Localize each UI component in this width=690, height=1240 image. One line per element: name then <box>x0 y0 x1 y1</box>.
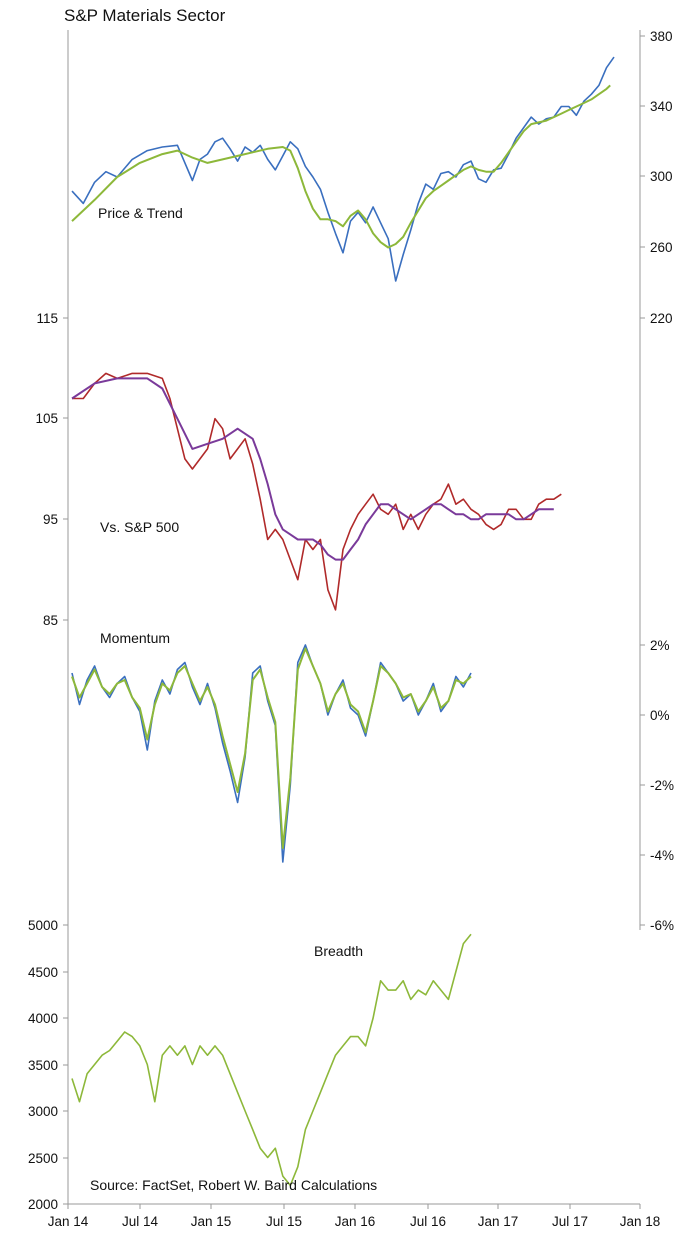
x-tick-label: Jul 15 <box>266 1214 302 1229</box>
series-line-price-1 <box>71 84 611 249</box>
series-line-relative-0 <box>72 372 562 611</box>
series-line-momentum-1 <box>71 647 472 849</box>
series-line-price-0 <box>71 56 615 282</box>
x-tick-label: Jan 18 <box>620 1214 661 1229</box>
x-tick-label: Jul 16 <box>410 1214 446 1229</box>
series-line-breadth-0 <box>71 933 472 1187</box>
y-tick-label: 85 <box>43 613 58 628</box>
y-tick-label: -2% <box>650 778 674 793</box>
y-tick-label: 95 <box>43 512 58 527</box>
y-tick-label: 4000 <box>28 1011 58 1026</box>
x-tick-label: Jan 14 <box>48 1214 89 1229</box>
y-tick-label: 220 <box>650 311 673 326</box>
source-note: Source: FactSet, Robert W. Baird Calcula… <box>90 1177 377 1193</box>
panel-label: Momentum <box>100 630 170 646</box>
y-tick-label: 115 <box>36 311 58 326</box>
y-tick-label: 260 <box>650 240 673 255</box>
y-tick-label: -4% <box>650 848 674 863</box>
x-tick-label: Jan 16 <box>335 1214 376 1229</box>
y-tick-label: 340 <box>650 99 673 114</box>
x-tick-label: Jul 17 <box>552 1214 588 1229</box>
x-tick-label: Jul 14 <box>122 1214 159 1229</box>
panel-label: Vs. S&P 500 <box>100 519 179 535</box>
y-tick-label: -6% <box>650 918 674 933</box>
x-tick-label: Jan 17 <box>478 1214 519 1229</box>
y-tick-label: 0% <box>650 708 670 723</box>
y-tick-label: 3000 <box>28 1104 58 1119</box>
y-tick-label: 300 <box>650 169 673 184</box>
y-tick-label: 2% <box>650 638 670 653</box>
series-line-momentum-0 <box>71 644 472 863</box>
y-tick-label: 5000 <box>28 918 58 933</box>
x-tick-label: Jan 15 <box>191 1214 232 1229</box>
y-tick-label: 380 <box>650 29 673 44</box>
y-tick-label: 2000 <box>28 1197 58 1212</box>
y-tick-label: 4500 <box>28 965 58 980</box>
chart-title: S&P Materials Sector <box>64 6 226 25</box>
panel-label: Price & Trend <box>98 205 183 221</box>
y-tick-label: 3500 <box>28 1058 58 1073</box>
y-tick-label: 2500 <box>28 1151 58 1166</box>
panel-label: Breadth <box>314 943 363 959</box>
series-line-relative-1 <box>71 377 554 561</box>
y-tick-label: 105 <box>35 411 58 426</box>
